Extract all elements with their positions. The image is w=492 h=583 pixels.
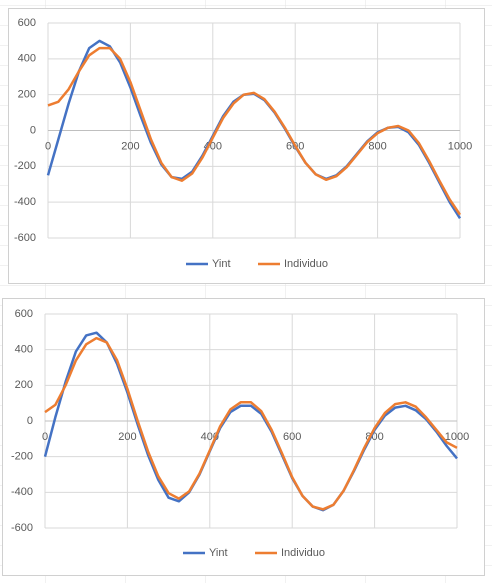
- y-tick-label: 600: [18, 17, 36, 29]
- y-tick-label: 200: [18, 89, 36, 101]
- x-tick-label: 600: [283, 431, 301, 443]
- x-tick-label: 200: [118, 431, 136, 443]
- x-tick-label: 200: [121, 140, 139, 152]
- x-tick-label: 0: [45, 140, 51, 152]
- x-tick-label: 800: [368, 140, 386, 152]
- series-line: [44, 336, 458, 511]
- y-tick-label: -400: [14, 196, 36, 208]
- series-line: [47, 46, 462, 216]
- x-tick-label: 0: [42, 431, 48, 443]
- y-tick-label: 0: [27, 415, 33, 427]
- y-tick-label: -200: [11, 451, 33, 463]
- y-tick-label: 600: [15, 308, 33, 320]
- x-tick-label: 1000: [448, 140, 472, 152]
- y-tick-label: 0: [30, 124, 36, 136]
- y-tick-label: 400: [18, 53, 36, 65]
- chart-frame: [2, 298, 485, 576]
- y-tick-label: -200: [14, 160, 36, 172]
- legend-label: Yint: [212, 258, 231, 270]
- legend-label: Individuo: [281, 547, 325, 559]
- y-tick-label: -600: [11, 522, 33, 534]
- y-tick-label: 200: [15, 379, 33, 391]
- y-tick-label: -400: [11, 486, 33, 498]
- chart-frame: [8, 8, 485, 284]
- y-tick-label: -600: [14, 232, 36, 244]
- legend-label: Yint: [209, 547, 228, 559]
- legend-label: Individuo: [284, 258, 328, 270]
- y-tick-label: 400: [15, 344, 33, 356]
- x-tick-label: 1000: [445, 431, 469, 443]
